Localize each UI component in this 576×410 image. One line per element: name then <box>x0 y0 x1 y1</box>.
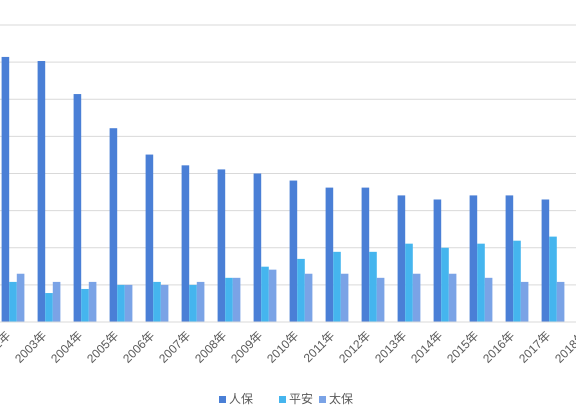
bar <box>232 277 241 322</box>
bar <box>441 247 449 322</box>
bar <box>477 243 485 322</box>
legend-swatch <box>319 396 326 403</box>
x-tick-label: 2011年 <box>301 328 338 365</box>
bar <box>217 169 226 322</box>
bar <box>160 284 169 322</box>
bar <box>261 266 269 322</box>
bar <box>189 284 197 322</box>
bar <box>433 199 442 322</box>
bar <box>340 273 349 322</box>
bar <box>556 281 565 322</box>
bar <box>325 187 334 322</box>
bar <box>9 281 17 322</box>
x-tick-label: 2007年 <box>156 328 193 365</box>
bar <box>1 56 10 323</box>
bar <box>484 277 493 322</box>
legend-item: 平安 <box>279 391 313 406</box>
legend-swatch <box>219 396 226 403</box>
legend-label: 太保 <box>329 391 353 406</box>
x-tick-label: 2002年 <box>0 328 13 365</box>
bar <box>405 243 413 322</box>
x-tick-label: 2005年 <box>84 328 121 365</box>
x-tick-label: 2012年 <box>336 328 373 365</box>
x-tick-label: 2003年 <box>12 328 49 365</box>
bar <box>333 251 341 322</box>
bar <box>196 281 205 322</box>
legend-label: 平安 <box>289 391 313 406</box>
bar <box>73 94 82 323</box>
x-tick-label: 2009年 <box>228 328 265 365</box>
x-tick-label: 2010年 <box>264 328 301 365</box>
bar <box>513 240 521 322</box>
x-tick-label: 2006年 <box>120 328 157 365</box>
x-tick-label: 2018年 <box>552 328 576 365</box>
bar <box>145 154 154 322</box>
bar <box>181 165 190 322</box>
bar <box>297 258 305 322</box>
bar <box>153 281 161 322</box>
x-tick-label: 2004年 <box>48 328 85 365</box>
bar <box>109 128 118 322</box>
bar <box>37 61 46 322</box>
legend-item: 人保 <box>219 392 253 406</box>
bar <box>520 281 529 322</box>
x-tick-label: 2013年 <box>372 328 409 365</box>
bar <box>117 284 125 322</box>
bar <box>412 273 421 322</box>
bar <box>52 281 61 322</box>
bar <box>124 284 133 322</box>
bar <box>88 281 97 322</box>
bar <box>505 195 514 322</box>
bar <box>289 180 298 322</box>
bar <box>469 195 478 322</box>
x-tick-label: 2016年 <box>480 328 517 365</box>
legend-label: 人保 <box>229 392 253 406</box>
legend-swatch <box>279 396 286 403</box>
bar <box>361 187 370 322</box>
x-tick-label: 2008年 <box>192 328 229 365</box>
bar <box>45 293 53 322</box>
bar <box>253 173 262 322</box>
x-tick-label: 2017年 <box>516 328 553 365</box>
bar <box>541 199 550 322</box>
x-tick-label: 2014年 <box>408 328 445 365</box>
bar <box>549 236 557 322</box>
legend-item: 太保 <box>319 391 353 406</box>
bar <box>369 251 377 322</box>
bar <box>16 273 25 322</box>
bar <box>397 195 406 322</box>
bar <box>448 273 457 322</box>
bar <box>376 277 385 322</box>
bar <box>81 288 89 322</box>
bar <box>268 269 277 322</box>
x-tick-label: 2015年 <box>444 328 481 365</box>
bar <box>225 277 233 322</box>
bar <box>304 273 313 322</box>
